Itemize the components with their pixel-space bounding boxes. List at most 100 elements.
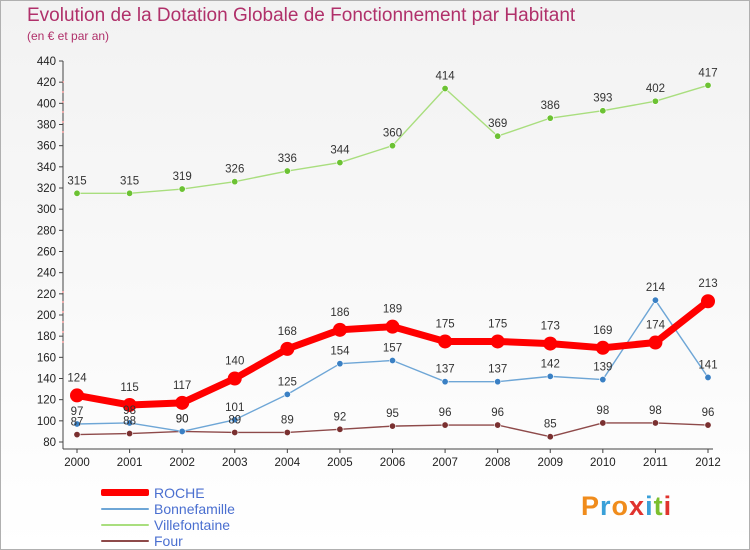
data-point-bonnefamille — [599, 376, 607, 384]
data-point-roche — [438, 334, 453, 349]
data-label-bonnefamille: 142 — [541, 358, 560, 370]
data-point-villefontaine — [388, 142, 396, 150]
y-tick-label: 120 — [37, 395, 56, 407]
x-tick-label: 2000 — [64, 457, 90, 469]
logo-letter: i — [663, 491, 673, 521]
data-label-roche: 115 — [120, 382, 138, 394]
legend-item-bonnefamille: Bonnefamille — [101, 501, 301, 517]
data-point-villefontaine — [178, 185, 186, 193]
data-label-bonnefamille: 101 — [225, 402, 244, 414]
x-tick-label: 2001 — [117, 457, 143, 469]
y-tick-label: 200 — [37, 310, 56, 322]
logo-letter: r — [600, 491, 612, 521]
data-label-four: 89 — [281, 414, 294, 426]
data-label-four: 85 — [544, 419, 557, 431]
data-point-roche — [648, 335, 663, 350]
logo-letter: x — [629, 491, 646, 521]
data-label-four: 90 — [176, 413, 189, 425]
data-point-bonnefamille — [388, 357, 396, 365]
data-label-four: 89 — [228, 414, 241, 426]
data-label-bonnefamille: 90 — [176, 413, 189, 425]
data-label-roche: 124 — [67, 372, 87, 384]
y-tick-label: 140 — [37, 374, 56, 386]
data-point-bonnefamille — [441, 378, 449, 386]
data-point-roche — [543, 336, 558, 351]
data-label-roche: 175 — [488, 318, 507, 330]
data-label-bonnefamille: 97 — [71, 406, 84, 418]
data-label-four: 92 — [334, 411, 347, 423]
data-point-bonnefamille — [336, 360, 344, 368]
chart-subtitle: (en € et par an) — [27, 29, 110, 43]
data-label-bonnefamille: 139 — [593, 362, 612, 374]
data-label-villefontaine: 414 — [435, 71, 455, 83]
data-label-four: 96 — [439, 407, 452, 419]
y-tick-label: 300 — [37, 204, 56, 216]
data-label-villefontaine: 315 — [67, 175, 86, 187]
data-point-four — [651, 419, 659, 427]
y-tick-label: 400 — [37, 98, 56, 110]
legend-swatch-roche — [101, 489, 149, 496]
data-label-villefontaine: 393 — [593, 93, 612, 105]
data-point-roche — [227, 371, 242, 386]
data-point-bonnefamille — [651, 296, 659, 304]
data-point-four — [336, 425, 344, 433]
y-tick-label: 100 — [37, 416, 56, 428]
x-tick-label: 2006 — [380, 457, 406, 469]
data-point-bonnefamille — [73, 420, 81, 428]
legend-item-roche: ROCHE — [101, 485, 301, 501]
x-tick-label: 2003 — [222, 457, 248, 469]
y-tick-label: 80 — [43, 437, 56, 449]
data-label-villefontaine: 319 — [173, 171, 192, 183]
data-point-four — [126, 430, 134, 438]
y-tick-label: 220 — [37, 289, 56, 301]
y-tick-label: 180 — [37, 331, 56, 343]
y-tick-label: 160 — [37, 352, 56, 364]
data-point-roche — [280, 341, 295, 356]
data-point-roche — [490, 334, 505, 349]
y-tick-label: 320 — [37, 183, 56, 195]
legend-label-bonnefamille: Bonnefamille — [154, 501, 235, 517]
data-point-bonnefamille — [231, 416, 239, 424]
data-point-bonnefamille — [546, 372, 554, 380]
logo-letter: t — [653, 491, 664, 521]
data-label-four: 95 — [386, 408, 399, 420]
data-point-roche — [122, 397, 137, 412]
legend-label-villefontaine: Villefontaine — [154, 517, 231, 533]
legend-label-roche: ROCHE — [154, 485, 205, 501]
data-label-bonnefamille: 141 — [698, 359, 717, 371]
data-point-villefontaine — [651, 97, 659, 105]
data-point-four — [546, 433, 554, 441]
proxiti-logo: Proxiti — [581, 491, 672, 522]
y-tick-label: 420 — [37, 77, 56, 89]
data-point-villefontaine — [73, 189, 81, 197]
y-tick-label: 380 — [37, 120, 56, 132]
y-tick-label: 360 — [37, 141, 56, 153]
data-label-villefontaine: 326 — [225, 164, 244, 176]
data-point-villefontaine — [441, 85, 449, 93]
data-label-villefontaine: 315 — [120, 175, 139, 187]
data-label-bonnefamille: 137 — [435, 364, 454, 376]
data-label-four: 98 — [649, 405, 662, 417]
y-tick-label: 260 — [37, 247, 56, 259]
data-point-villefontaine — [126, 189, 134, 197]
data-label-roche: 174 — [646, 320, 666, 332]
data-label-four: 98 — [596, 405, 609, 417]
x-tick-label: 2010 — [590, 457, 616, 469]
y-tick-label: 240 — [37, 268, 56, 280]
data-label-four: 87 — [71, 417, 84, 429]
data-label-bonnefamille: 98 — [123, 405, 136, 417]
logo-letter: o — [611, 491, 630, 521]
x-tick-label: 2004 — [275, 457, 301, 469]
data-point-four — [283, 428, 291, 436]
data-label-bonnefamille: 154 — [330, 346, 350, 358]
data-point-four — [494, 421, 502, 429]
data-point-bonnefamille — [704, 373, 712, 381]
data-point-roche — [70, 388, 84, 403]
data-point-bonnefamille — [494, 378, 502, 386]
data-point-four — [388, 422, 396, 430]
data-point-four — [599, 419, 607, 427]
data-point-villefontaine — [231, 178, 239, 186]
data-point-villefontaine — [283, 167, 291, 175]
data-point-bonnefamille — [283, 390, 291, 398]
